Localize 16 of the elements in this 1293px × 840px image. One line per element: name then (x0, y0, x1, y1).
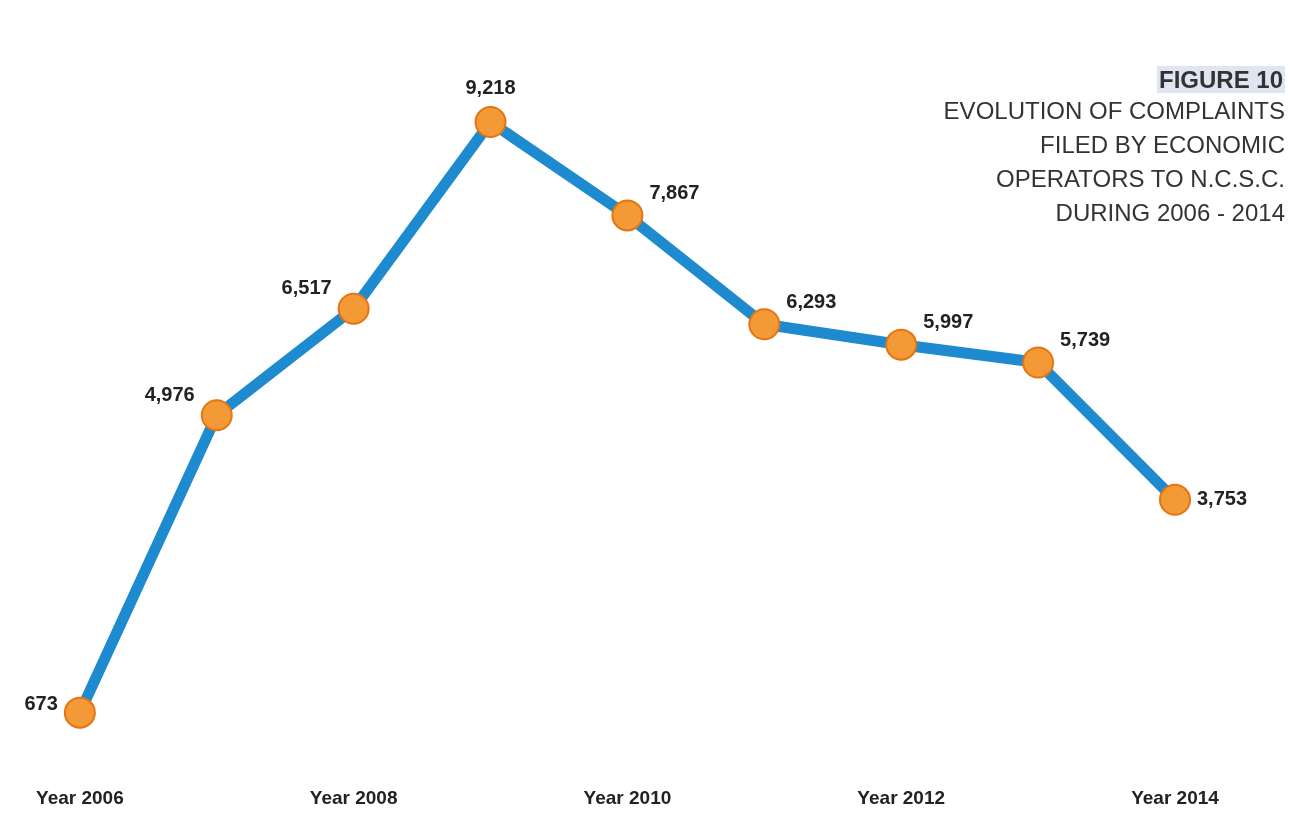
chart-title: FIGURE 10 (1156, 66, 1285, 93)
data-label: 6,517 (281, 276, 332, 299)
x-tick-label: Year 2014 (1131, 786, 1220, 808)
data-label: 3,753 (1197, 487, 1248, 510)
data-label: 9,218 (465, 75, 516, 98)
x-tick-label: Year 2010 (583, 786, 672, 808)
x-tick-label: Year 2012 (857, 786, 946, 808)
data-label: 673 (24, 692, 58, 715)
data-label: 5,997 (923, 310, 974, 333)
data-label: 6,293 (786, 289, 837, 312)
data-label: 4,976 (144, 382, 195, 405)
data-label: 5,739 (1060, 328, 1111, 351)
text: EVOLUTION OF COMPLAINTS FILED BY ECONOMIC OPERATORS TO N.C.S.C. DURING 2006 - 2014 (942, 96, 1285, 228)
x-tick-label: Year 2006 (36, 786, 124, 808)
x-tick-label: Year 2008 (309, 786, 398, 808)
data-label: 7,867 (649, 180, 700, 203)
